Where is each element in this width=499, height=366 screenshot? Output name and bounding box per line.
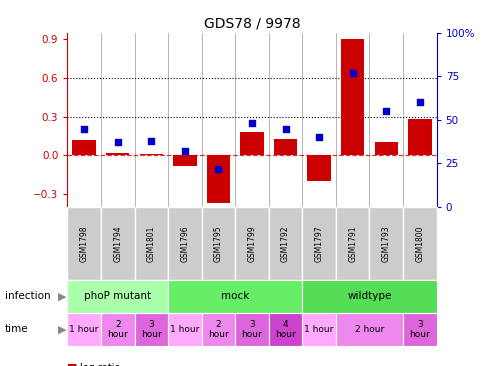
Bar — [106, 153, 129, 155]
Point — [248, 120, 256, 126]
Point — [114, 139, 122, 145]
Text: GSM1801: GSM1801 — [147, 225, 156, 262]
Text: 2
hour: 2 hour — [107, 320, 128, 339]
Bar — [207, 155, 230, 203]
Bar — [341, 40, 364, 155]
Text: GSM1795: GSM1795 — [214, 225, 223, 262]
Text: log ratio: log ratio — [80, 363, 120, 366]
Text: 3
hour: 3 hour — [141, 320, 162, 339]
Bar — [408, 119, 432, 155]
Text: time: time — [5, 324, 28, 335]
Text: ▶: ▶ — [58, 291, 67, 302]
Text: infection: infection — [5, 291, 50, 302]
Text: GSM1793: GSM1793 — [382, 225, 391, 262]
Bar — [173, 155, 197, 165]
Text: wildtype: wildtype — [347, 291, 392, 302]
Point — [215, 165, 223, 171]
Text: 1 hour: 1 hour — [304, 325, 334, 334]
Text: GSM1796: GSM1796 — [180, 225, 189, 262]
Bar — [274, 139, 297, 155]
Text: GSM1798: GSM1798 — [80, 225, 89, 262]
Point — [80, 126, 88, 131]
Bar — [240, 132, 264, 155]
Text: ■: ■ — [67, 363, 78, 366]
Bar — [72, 140, 96, 155]
Point — [416, 100, 424, 105]
Point — [315, 134, 323, 140]
Text: GSM1791: GSM1791 — [348, 225, 357, 262]
Bar — [375, 142, 398, 155]
Text: GSM1800: GSM1800 — [415, 225, 424, 262]
Text: ▶: ▶ — [58, 324, 67, 335]
Text: 3
hour: 3 hour — [410, 320, 430, 339]
Point — [382, 108, 390, 114]
Bar — [307, 155, 331, 181]
Text: 2 hour: 2 hour — [355, 325, 384, 334]
Text: GSM1794: GSM1794 — [113, 225, 122, 262]
Bar — [140, 154, 163, 155]
Text: phoP mutant: phoP mutant — [84, 291, 151, 302]
Point — [147, 138, 155, 144]
Text: 1 hour: 1 hour — [69, 325, 99, 334]
Text: 3
hour: 3 hour — [242, 320, 262, 339]
Text: 2
hour: 2 hour — [208, 320, 229, 339]
Point — [349, 70, 357, 76]
Text: 4
hour: 4 hour — [275, 320, 296, 339]
Text: GSM1797: GSM1797 — [315, 225, 324, 262]
Text: mock: mock — [221, 291, 250, 302]
Point — [181, 148, 189, 154]
Point — [281, 126, 289, 131]
Text: GSM1799: GSM1799 — [248, 225, 256, 262]
Text: 1 hour: 1 hour — [170, 325, 200, 334]
Text: GSM1792: GSM1792 — [281, 225, 290, 262]
Title: GDS78 / 9978: GDS78 / 9978 — [204, 16, 300, 30]
